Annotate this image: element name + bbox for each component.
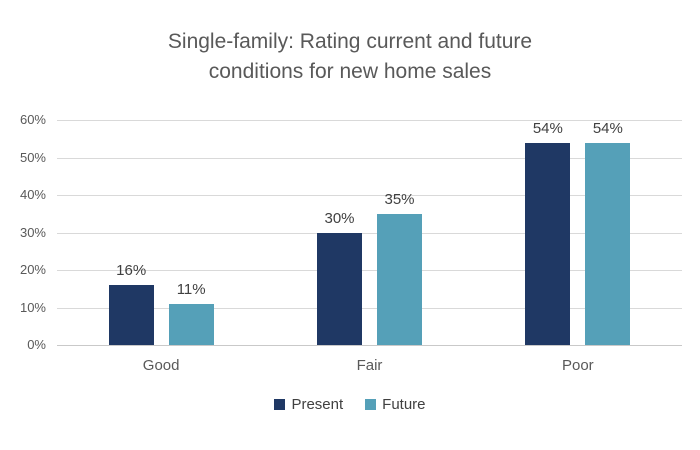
gridline: [57, 120, 682, 121]
chart-title-line-1: Single-family: Rating current and future: [167, 30, 533, 53]
bar-value-label: 54%: [592, 119, 623, 137]
legend-item-future: Future: [365, 396, 426, 413]
bar-value-label: 35%: [384, 190, 415, 208]
legend-item-present: Present: [274, 397, 343, 412]
legend-label: Future: [382, 396, 426, 413]
y-axis-tick-label: 40%: [19, 187, 46, 202]
category-label-fair: Fair: [356, 357, 383, 374]
legend-swatch-icon: [365, 399, 377, 410]
category-label-poor: Poor: [561, 357, 594, 374]
x-axis-line: [57, 345, 682, 346]
bar-present-poor: [525, 142, 571, 345]
legend-label: Present: [291, 396, 344, 413]
chart-title-line-2: conditions for new home sales: [208, 60, 492, 83]
y-axis-tick-label: 0%: [27, 337, 46, 352]
category-label-good: Good: [142, 357, 180, 374]
y-axis-tick-label: 30%: [19, 224, 46, 240]
gridline: [57, 270, 682, 271]
y-axis-tick-label: 10%: [19, 299, 46, 315]
bar-value-label: 30%: [324, 209, 355, 227]
gridline: [57, 232, 682, 234]
bar-value-label: 11%: [176, 280, 206, 298]
bar-value-label: 16%: [116, 262, 147, 279]
gridline: [57, 157, 682, 159]
y-axis-tick-label: 20%: [19, 262, 46, 277]
chart-title: Single-family: Rating current and future…: [0, 27, 700, 87]
legend: Present Future: [0, 397, 700, 412]
y-axis-tick-label: 60%: [19, 112, 46, 127]
bar-present-fair: [317, 232, 362, 345]
bar-future-poor: [585, 142, 631, 345]
bar-future-good: [168, 303, 214, 345]
gridline: [57, 195, 682, 196]
legend-swatch-icon: [274, 399, 286, 410]
y-axis-tick-label: 50%: [19, 149, 46, 165]
bar-future-fair: [377, 213, 422, 345]
gridline: [57, 307, 682, 309]
bar-present-good: [108, 285, 154, 345]
bar-value-label: 54%: [532, 119, 563, 137]
